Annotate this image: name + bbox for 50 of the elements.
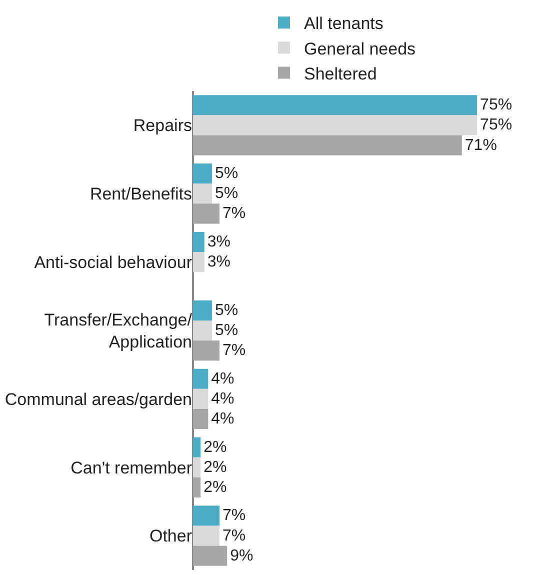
data-label: 7%: [222, 205, 246, 222]
y-tick-label: Repairs: [133, 116, 192, 136]
bar: [193, 546, 228, 566]
bar: [193, 408, 208, 430]
y-tick-label: Transfer/Exchange/ Application: [44, 310, 192, 352]
data-label: 4%: [211, 370, 234, 388]
data-label: 71%: [464, 136, 497, 154]
legend-label: All tenants: [304, 14, 384, 34]
data-label: 7%: [222, 527, 246, 544]
y-tick-label: Anti-social behaviour: [34, 253, 192, 272]
y-tick-label: Rent/Benefits: [90, 184, 192, 204]
bar: [193, 300, 212, 320]
bar: [193, 252, 204, 272]
data-label: 3%: [207, 234, 230, 250]
bar: [193, 477, 201, 498]
data-label: 2%: [204, 458, 227, 476]
data-label: 75%: [480, 96, 512, 114]
bar: [193, 320, 212, 341]
bar: [193, 457, 201, 478]
bar: [193, 95, 478, 116]
data-label: 7%: [222, 507, 246, 524]
data-label: 3%: [207, 254, 230, 271]
data-label: 5%: [214, 302, 238, 319]
bar: [193, 184, 212, 204]
data-label: 9%: [230, 547, 254, 564]
bar: [193, 164, 212, 184]
legend-label: Sheltered: [304, 64, 377, 84]
bar: [193, 526, 220, 546]
bar: [193, 437, 201, 458]
bar: [193, 232, 204, 252]
data-label: 2%: [204, 438, 227, 456]
y-tick-label: Can't remember: [70, 458, 192, 478]
bar: [193, 506, 220, 526]
bar: [193, 388, 208, 409]
bar: [193, 135, 462, 156]
data-label: 4%: [211, 410, 234, 428]
data-label: 75%: [480, 116, 512, 134]
bar: [193, 340, 220, 361]
legend-label: General needs: [304, 39, 416, 58]
data-label: 7%: [222, 342, 246, 360]
y-tick-label: Communal areas/garden: [4, 390, 192, 409]
data-label: 2%: [204, 478, 227, 496]
bar: [193, 115, 478, 136]
bar: [193, 204, 220, 224]
data-label: 5%: [214, 185, 238, 202]
data-label: 5%: [214, 322, 238, 339]
data-label: 4%: [211, 390, 234, 408]
data-label: 5%: [214, 165, 238, 182]
bar: [193, 368, 208, 389]
y-tick-label: Other: [149, 526, 192, 546]
